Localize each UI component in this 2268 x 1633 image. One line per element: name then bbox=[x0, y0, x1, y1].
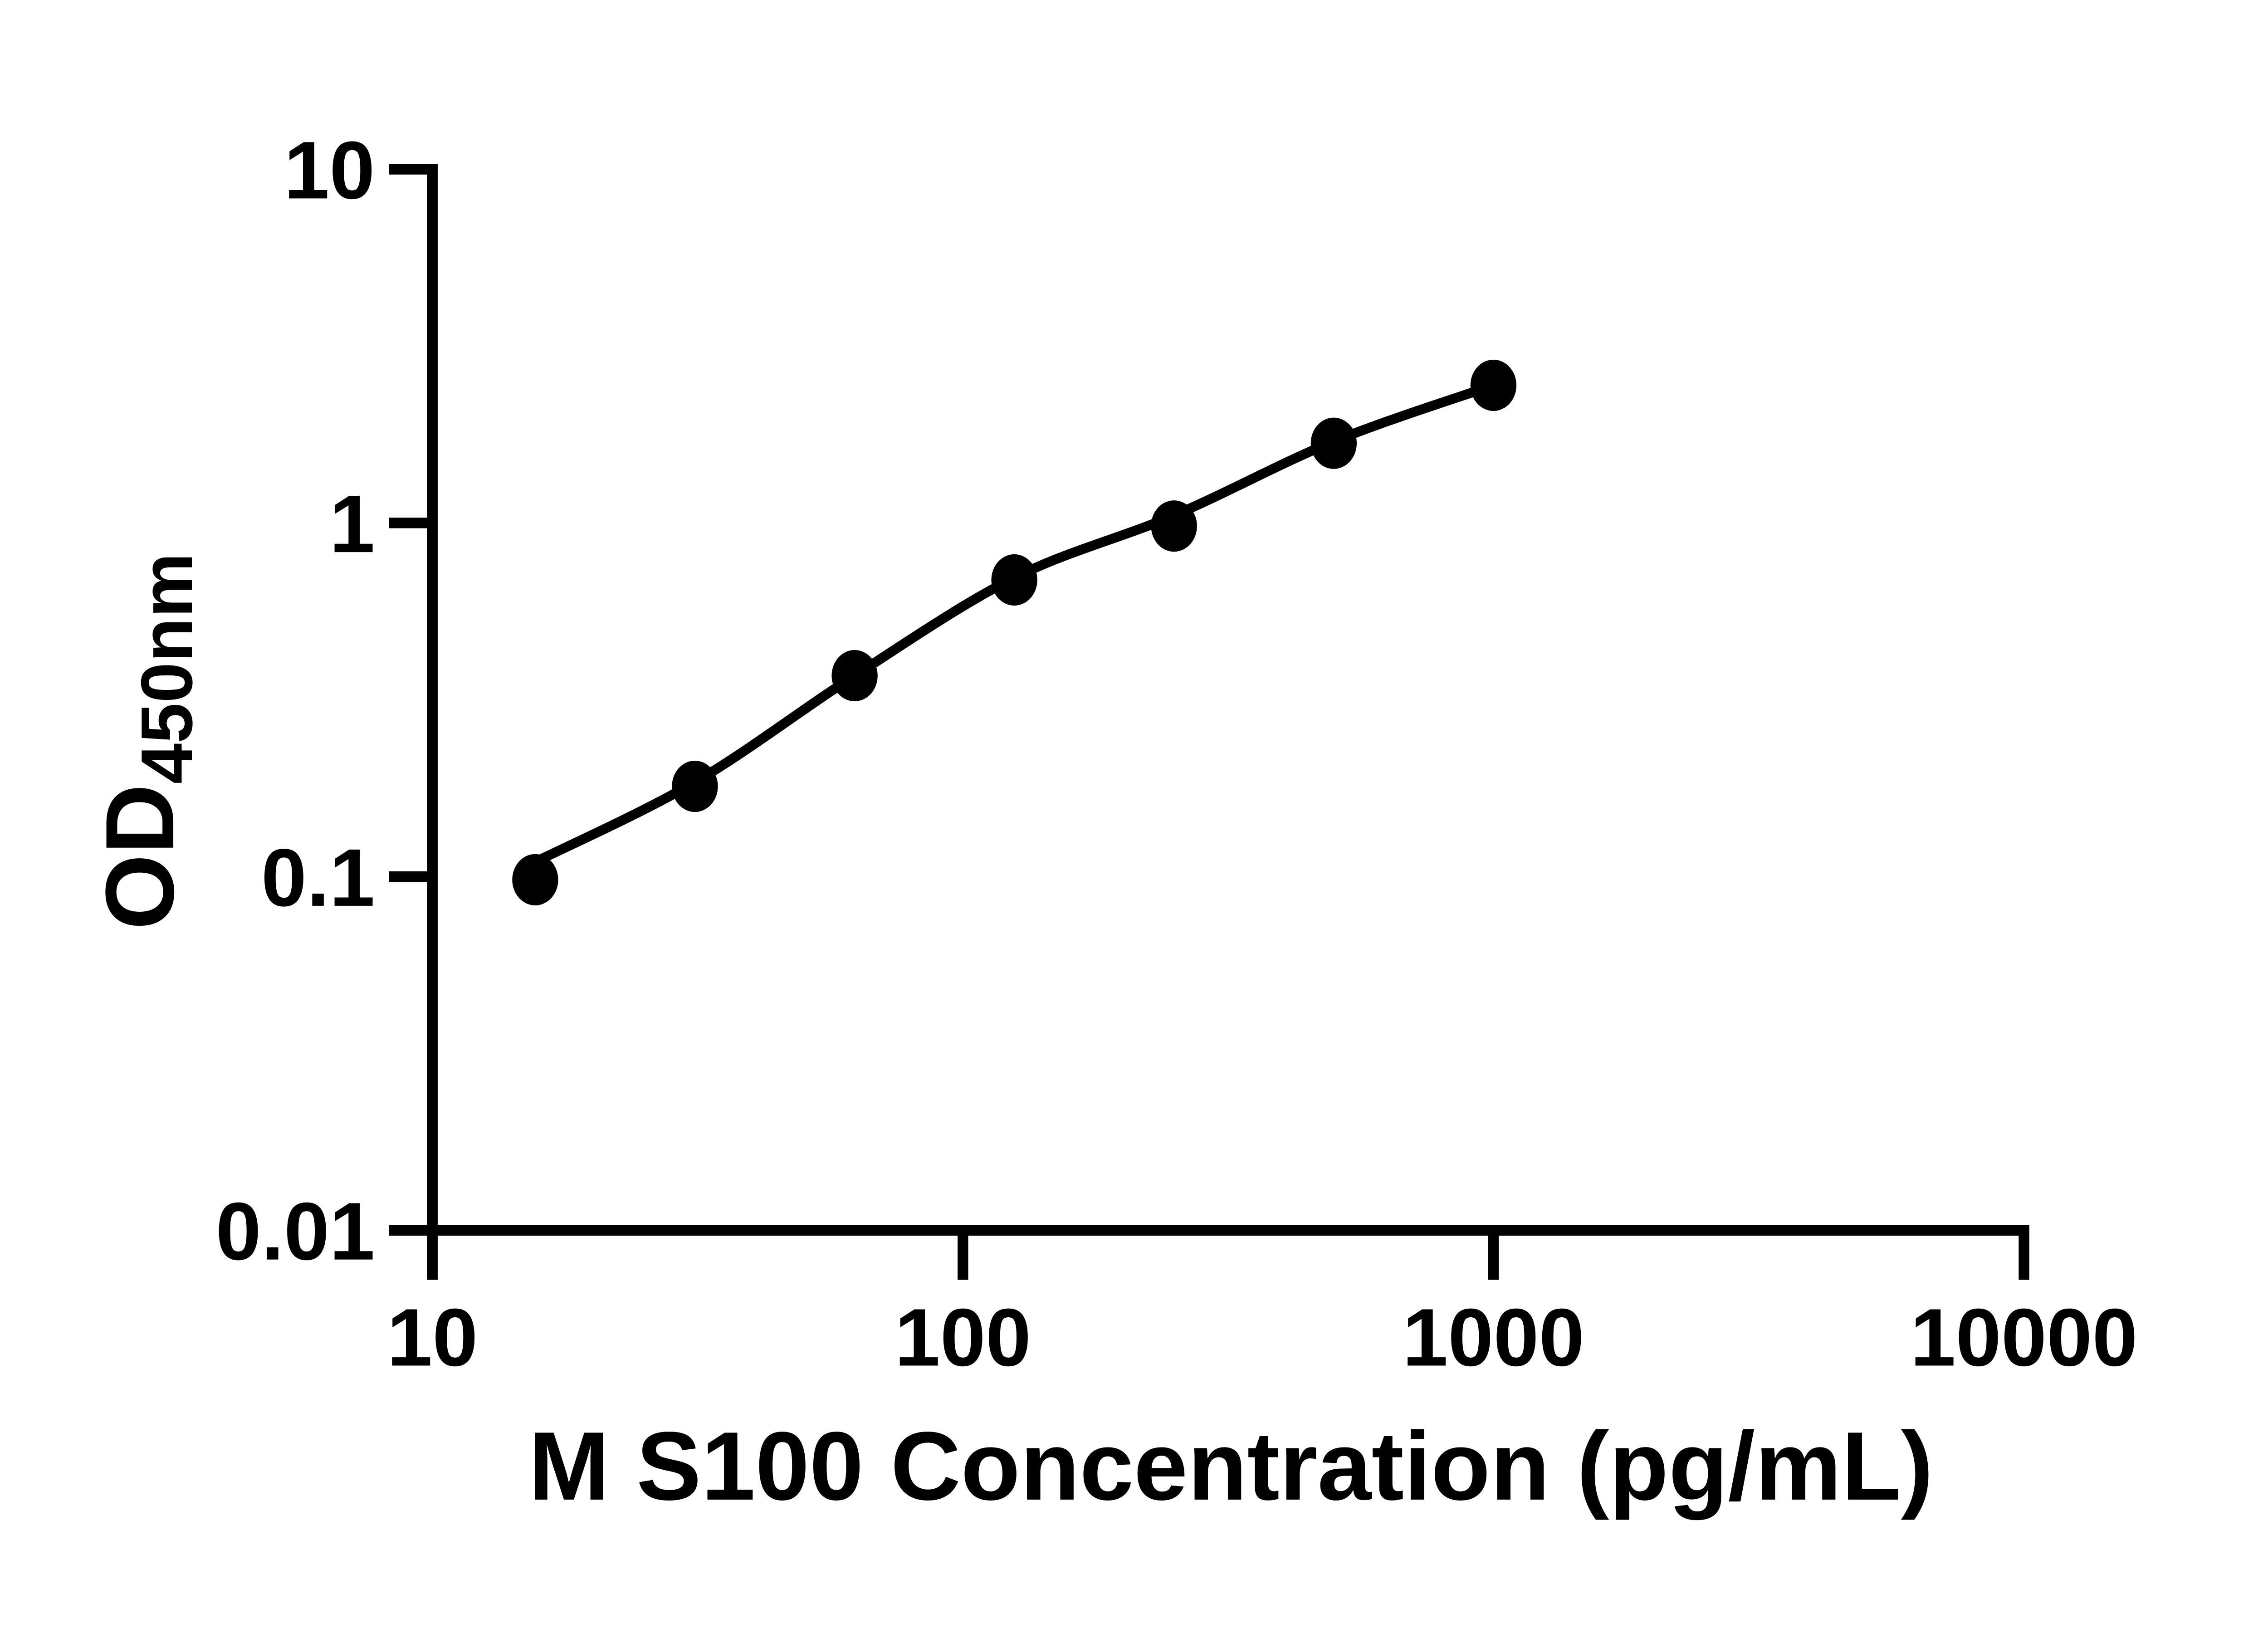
x-tick-label: 100 bbox=[894, 1292, 1031, 1384]
y-tick-label: 0.1 bbox=[261, 832, 375, 924]
data-point bbox=[1470, 359, 1517, 411]
x-tick-label: 10000 bbox=[1910, 1292, 2137, 1384]
x-tick-label: 10 bbox=[387, 1292, 478, 1384]
x-tick-label: 1000 bbox=[1403, 1292, 1584, 1384]
data-point bbox=[672, 760, 718, 812]
y-tick-label: 10 bbox=[284, 125, 375, 216]
y-axis-title: OD450nm bbox=[86, 553, 208, 930]
y-tick-label: 1 bbox=[329, 479, 375, 570]
data-point bbox=[512, 854, 558, 905]
data-point bbox=[1310, 417, 1357, 469]
y-tick-labels: 10 1 0.1 0.01 bbox=[216, 125, 375, 1277]
data-point bbox=[831, 650, 878, 702]
y-axis bbox=[389, 164, 438, 1236]
x-tick-labels: 10 100 1000 10000 bbox=[387, 1292, 2138, 1384]
x-axis bbox=[427, 1225, 2029, 1280]
y-axis-title-main: OD bbox=[86, 784, 194, 930]
data-points bbox=[512, 359, 1517, 905]
y-axis-title-subscript: 450nm bbox=[126, 553, 208, 784]
data-point bbox=[991, 554, 1037, 606]
x-axis-title: M S100 Concentration (pg/mL) bbox=[528, 1412, 1933, 1521]
y-tick-label: 0.01 bbox=[216, 1186, 375, 1277]
data-point bbox=[1151, 500, 1197, 552]
